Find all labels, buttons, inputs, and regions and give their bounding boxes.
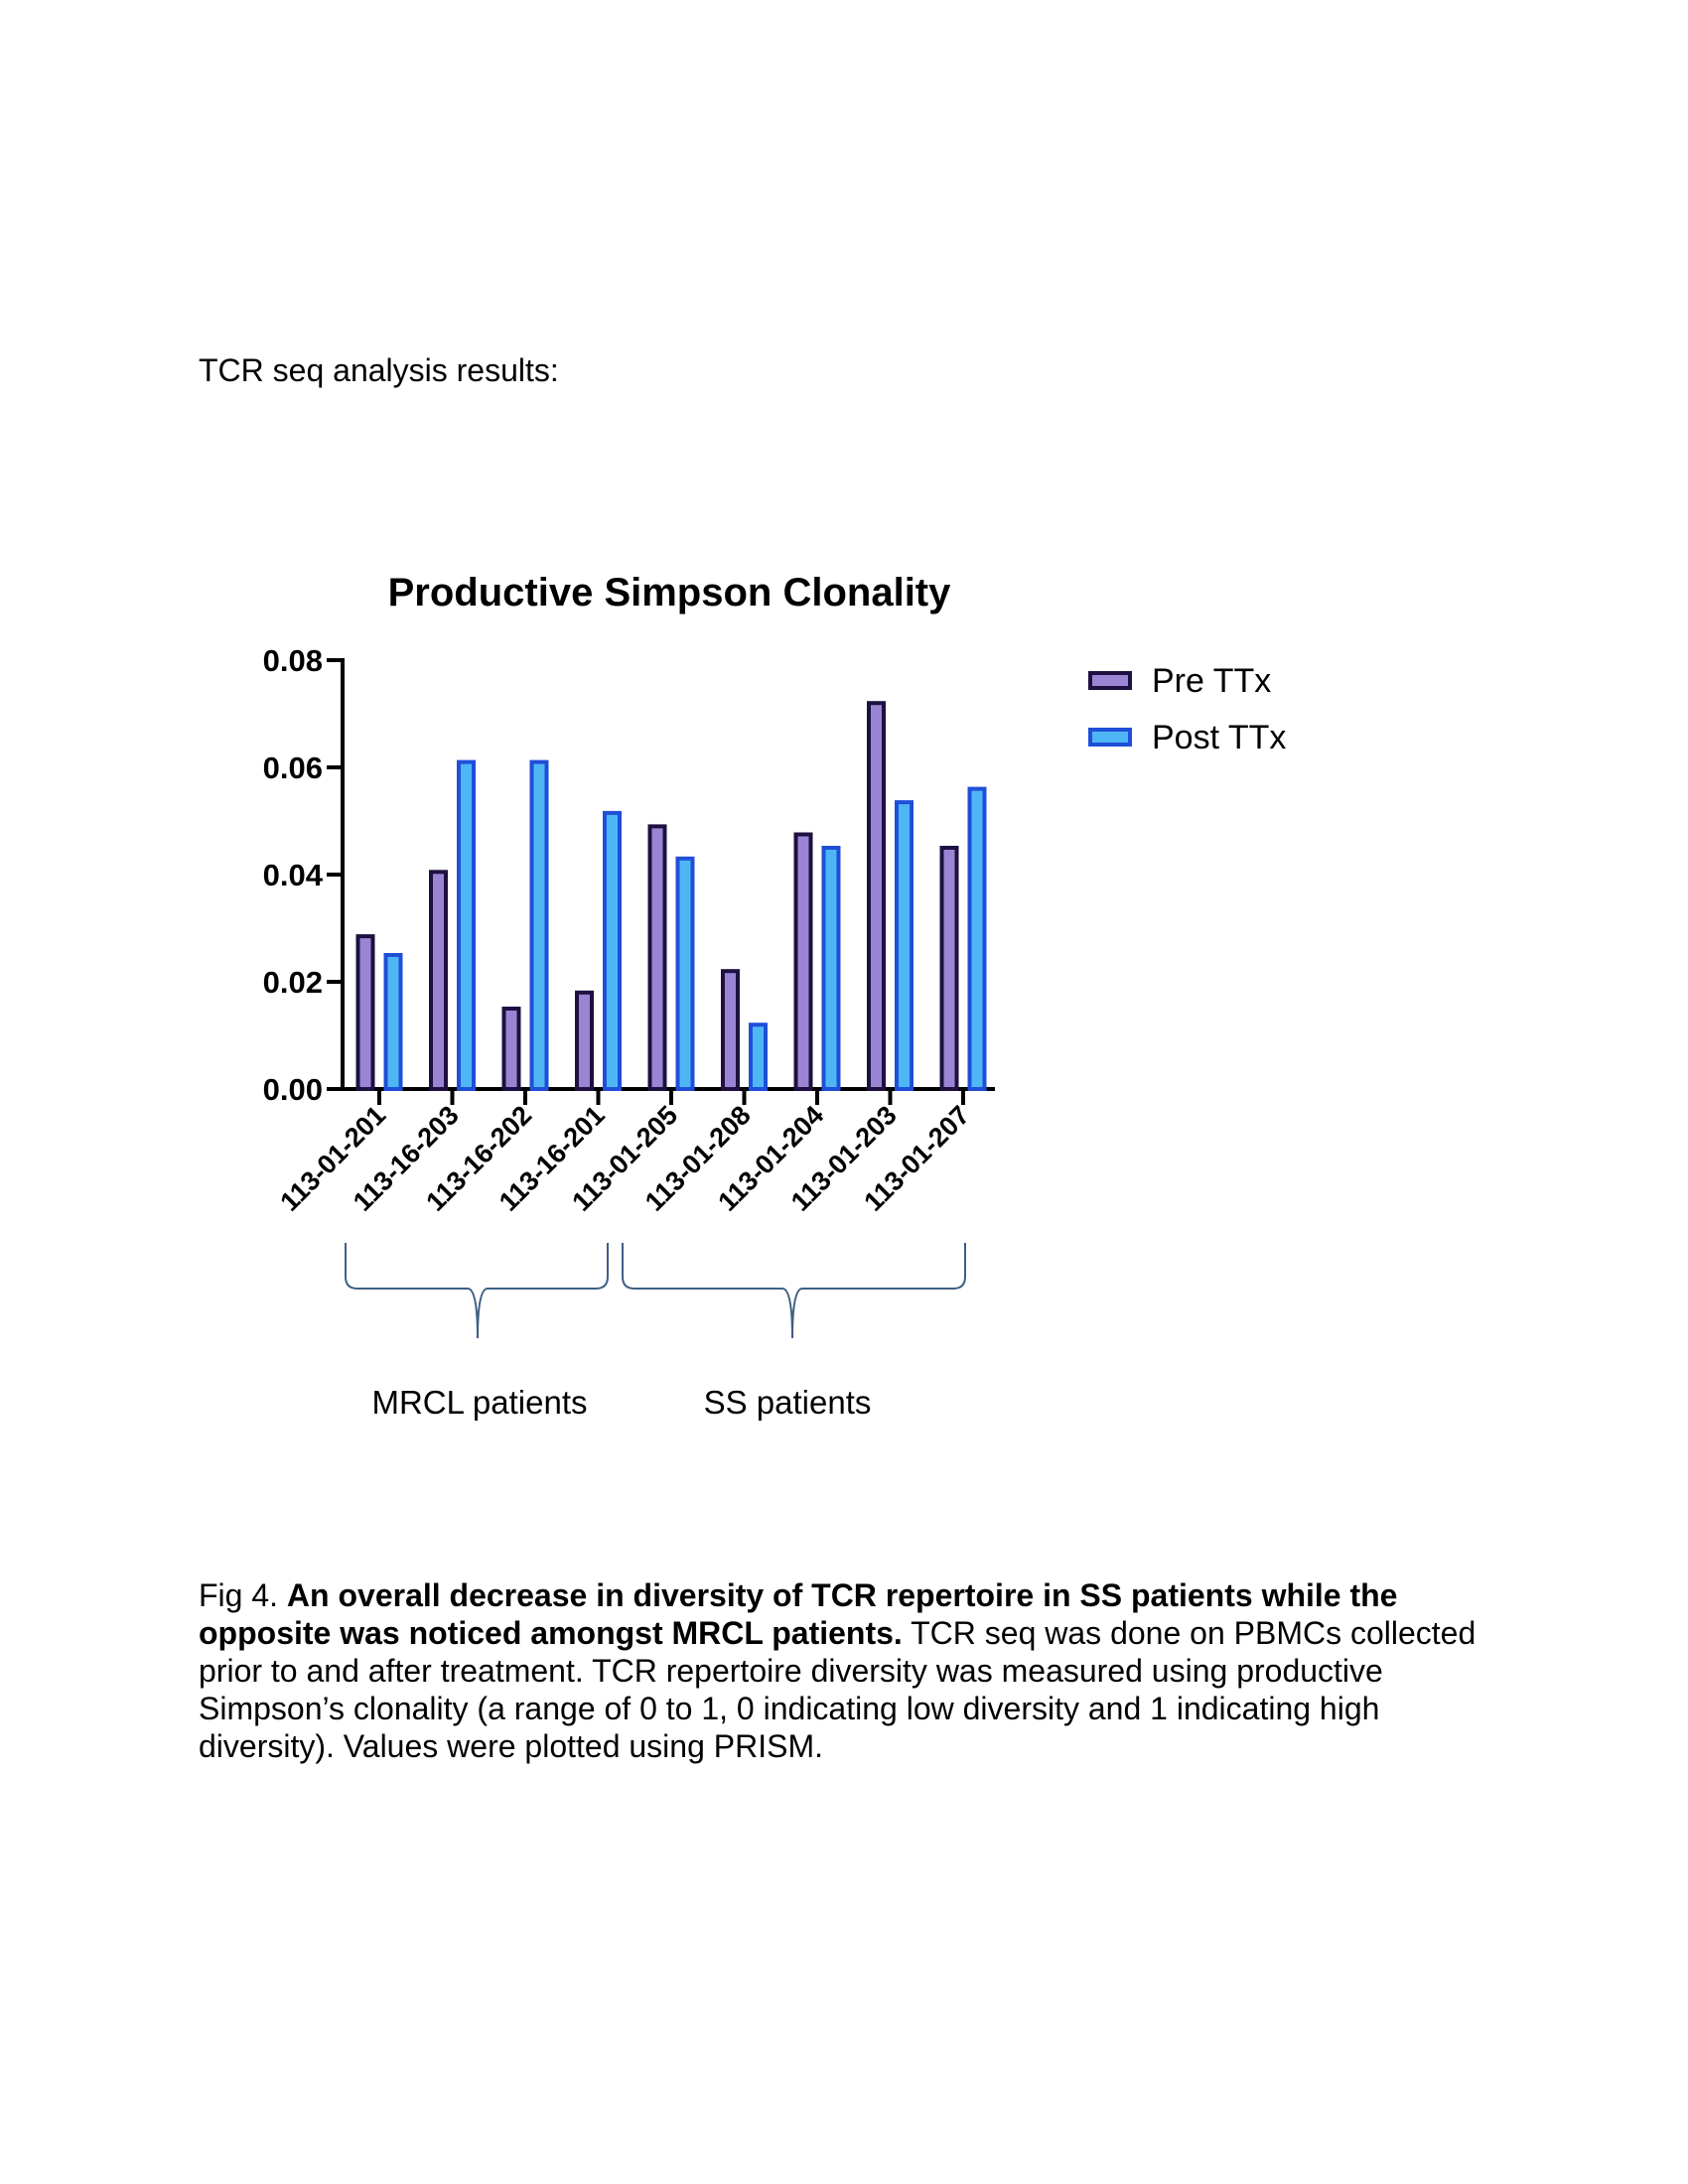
legend-swatch-pre-ttx [1088,671,1132,690]
intro-text: TCR seq analysis results: [199,352,559,388]
y-tick-label: 0.06 [263,751,323,785]
y-tick-label: 0.08 [263,643,323,678]
bar-pre-ttx [355,934,375,1091]
bar-pre-ttx [793,832,813,1091]
y-tick-label: 0.00 [263,1072,323,1107]
bar-post-ttx [967,786,987,1091]
bar-pre-ttx [429,870,448,1091]
legend-label-pre-ttx: Pre TTx [1152,662,1271,700]
bar-pre-ttx [939,846,959,1091]
bar-post-ttx [821,846,841,1091]
chart-title: Productive Simpson Clonality [388,571,952,614]
group-label-mrcl: MRCL patients [371,1384,587,1421]
bar-post-ttx [529,759,549,1091]
brace-mrcl [345,1243,609,1339]
bar-pre-ttx [501,1007,521,1091]
figure-caption: Fig 4. An overall decrease in diversity … [199,1576,1489,1765]
bar-post-ttx [383,953,403,1091]
bar-pre-ttx [867,701,886,1091]
bar-post-ttx [895,800,914,1091]
legend-swatch-post-ttx [1088,728,1132,747]
caption-prefix: Fig 4. [199,1577,287,1613]
bar-pre-ttx [721,969,740,1092]
y-tick-label: 0.02 [263,965,323,1000]
caption-bold: An overall decrease in diversity of TCR … [199,1577,1398,1651]
bar-pre-ttx [575,990,594,1091]
brace-ss [622,1243,966,1339]
y-tick-label: 0.04 [263,858,324,892]
legend-label-post-ttx: Post TTx [1152,719,1286,756]
group-label-ss: SS patients [704,1384,872,1421]
bar-post-ttx [603,810,622,1092]
bar-post-ttx [675,856,695,1091]
bar-post-ttx [457,759,476,1091]
bar-pre-ttx [647,824,667,1092]
caption-body: TCR seq was done on PBMCs collected prio… [199,1615,1477,1764]
bar-post-ttx [749,1023,768,1091]
